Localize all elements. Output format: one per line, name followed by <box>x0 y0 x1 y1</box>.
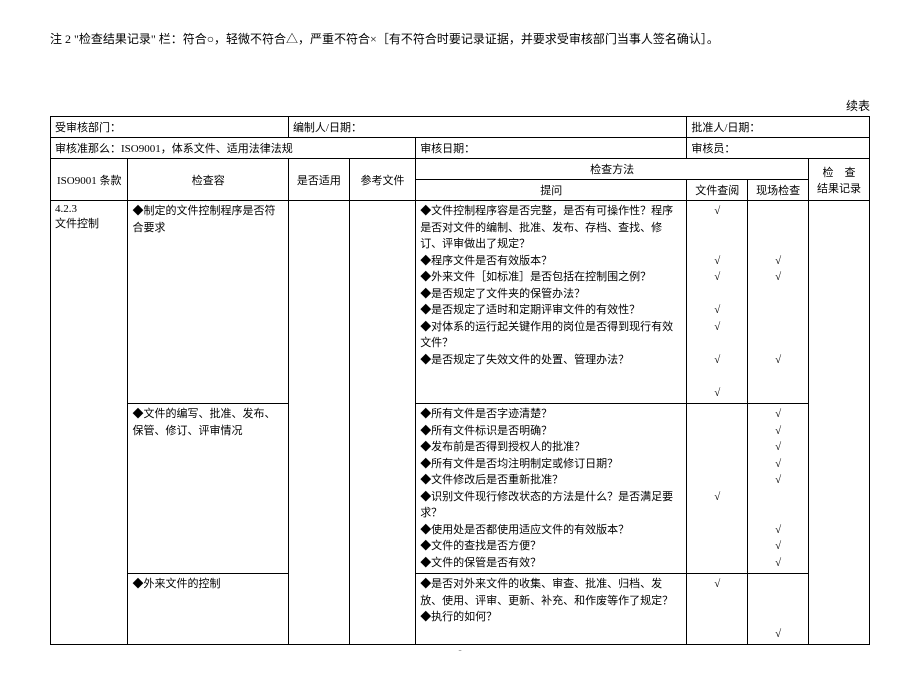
content-cell: ◆外来文件的控制 <box>128 574 288 645</box>
site-check-cell: √ √ √ <box>748 201 809 404</box>
refdoc-cell <box>349 201 415 645</box>
table-row: ◆文件的编写、批准、发布、保管、修订、评审情况 ◆所有文件是否字迹清楚？ ◆所有… <box>51 404 870 574</box>
col-method: 检查方法 <box>416 159 809 180</box>
question-cell: ◆所有文件是否字迹清楚？ ◆所有文件标识是否明确？ ◆发布前是否得到授权人的批准… <box>416 404 687 574</box>
site-check-cell: √ √ √ √ √ √ √ √ <box>748 404 809 574</box>
file-check-cell: √ <box>687 404 748 574</box>
site-check-cell: √ <box>748 574 809 645</box>
auditor-label: 审核员： <box>687 138 870 159</box>
col-refdoc: 参考文件 <box>349 159 415 201</box>
audit-table: 受审核部门： 编制人/日期： 批准人/日期： 审核准那么：ISO9001，体系文… <box>50 116 870 645</box>
approver-label: 批准人/日期： <box>691 122 760 134</box>
clause-name: 文件控制 <box>55 218 99 230</box>
preparer-label: 编制人/日期： <box>293 122 362 134</box>
criteria-row: 审核准那么：ISO9001，体系文件、适用法律法规 <box>51 138 416 159</box>
table-row: ◆外来文件的控制 ◆是否对外来文件的收集、审查、批准、归档、发放、使用、评审、更… <box>51 574 870 645</box>
result-cell <box>809 201 870 645</box>
col-sitecheck: 现场检查 <box>748 180 809 201</box>
audit-date-label: 审核日期： <box>416 138 687 159</box>
table-row: 4.2.3 文件控制 ◆制定的文件控制程序是否符合要求 ◆文件控制程序容是否完整… <box>51 201 870 404</box>
clause-num: 4.2.3 <box>55 203 77 215</box>
col-clause: ISO9001 条款 <box>51 159 128 201</box>
col-question: 提问 <box>416 180 687 201</box>
col-applicable: 是否适用 <box>288 159 349 201</box>
dept-label: 受审核部门： <box>51 117 289 138</box>
note-text: 注 2 "检查结果记录" 栏：符合○，轻微不符合△，严重不符合×［有不符合时要记… <box>50 30 870 47</box>
col-content: 检查容 <box>128 159 288 201</box>
applicable-cell <box>288 201 349 645</box>
content-cell: ◆文件的编写、批准、发布、保管、修订、评审情况 <box>128 404 288 574</box>
col-filecheck: 文件查阅 <box>687 180 748 201</box>
content-cell: ◆制定的文件控制程序是否符合要求 <box>128 201 288 404</box>
continued-label: 续表 <box>50 97 870 114</box>
file-check-cell: √ √ √ √ √ √ √ <box>687 201 748 404</box>
file-check-cell: √ <box>687 574 748 645</box>
col-result: 检 查 结果记录 <box>809 159 870 201</box>
question-cell: ◆文件控制程序容是否完整，是否有可操作性？程序是否对文件的编制、批准、发布、存档… <box>416 201 687 404</box>
question-cell: ◆是否对外来文件的收集、审查、批准、归档、发放、使用、评审、更新、补充、和作废等… <box>416 574 687 645</box>
